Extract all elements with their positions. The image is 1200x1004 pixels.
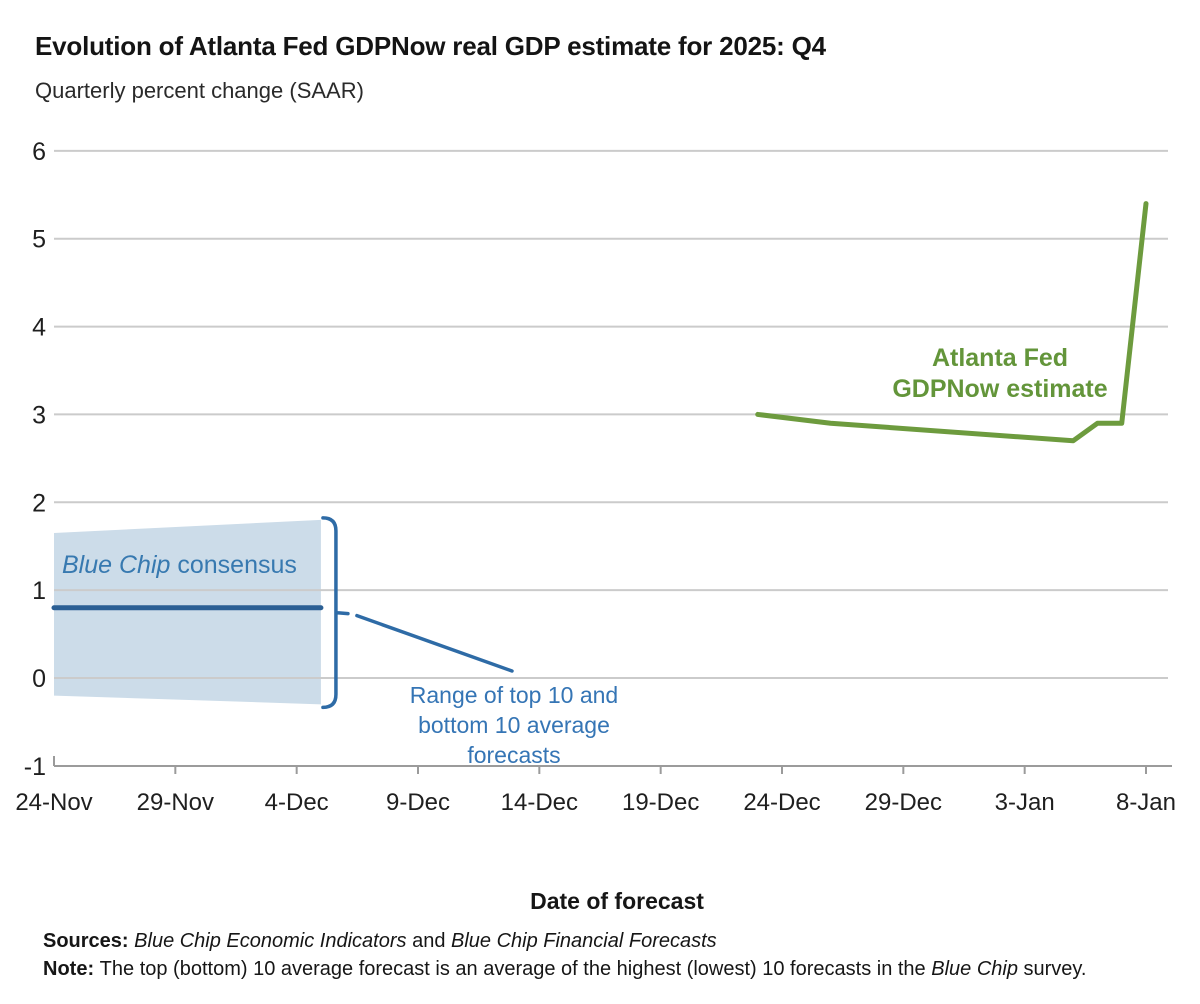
y-tick-label: 0 bbox=[32, 665, 46, 693]
note-line: Note: The top (bottom) 10 average foreca… bbox=[43, 958, 1087, 981]
x-tick-label: 24-Nov bbox=[15, 789, 92, 816]
range-leader-line bbox=[355, 613, 514, 673]
x-tick-label: 24-Dec bbox=[743, 789, 820, 816]
forecast-range-band bbox=[54, 519, 321, 705]
x-tick-label: 4-Dec bbox=[265, 789, 329, 816]
note-label: Note: bbox=[43, 958, 100, 980]
note-text-1: The top (bottom) 10 average forecast is … bbox=[99, 958, 932, 980]
blue-chip-consensus-label: Blue Chip consensus bbox=[62, 551, 297, 580]
y-tick-label: 4 bbox=[32, 314, 46, 342]
sources-line: Sources: Blue Chip Economic Indicators a… bbox=[43, 930, 717, 953]
x-tick-label: 8-Jan bbox=[1116, 789, 1176, 816]
x-tick-label: 29-Nov bbox=[137, 789, 214, 816]
x-axis-title: Date of forecast bbox=[530, 888, 704, 914]
sources-label: Sources: bbox=[43, 930, 135, 952]
gdpnow-estimate-label-line1: Atlanta Fed bbox=[931, 344, 1069, 372]
x-tick-label: 3-Jan bbox=[995, 789, 1055, 816]
sources-publication-1: Blue Chip Economic Indicators bbox=[134, 930, 407, 952]
gdpnow-estimate-line bbox=[755, 201, 1149, 444]
chart-subtitle: Quarterly percent change (SAAR) bbox=[35, 78, 364, 103]
blue-chip-consensus-label-regular: consensus bbox=[170, 551, 297, 579]
blue-chip-consensus-label-italic: Blue Chip bbox=[62, 551, 171, 579]
gdpnow-estimate-label-line2: GDPNow estimate bbox=[892, 375, 1108, 403]
y-tick-label: 6 bbox=[32, 138, 46, 166]
range-bracket bbox=[321, 516, 350, 710]
note-italic: Blue Chip bbox=[931, 958, 1018, 980]
x-tick-label: 9-Dec bbox=[386, 789, 450, 816]
gdpnow-estimate-label: Atlanta Fed GDPNow estimate bbox=[872, 343, 1128, 405]
sources-publication-2: Blue Chip Financial Forecasts bbox=[451, 930, 717, 952]
x-tick-label: 29-Dec bbox=[865, 789, 942, 816]
y-tick-label: 2 bbox=[32, 489, 46, 517]
x-tick-label: 14-Dec bbox=[501, 789, 578, 816]
x-tick-label: 19-Dec bbox=[622, 789, 699, 816]
sources-and: and bbox=[406, 930, 451, 952]
y-tick-label: -1 bbox=[24, 753, 46, 781]
y-tick-label: 1 bbox=[32, 577, 46, 605]
y-tick-label: 5 bbox=[32, 226, 46, 254]
range-annotation-label: Range of top 10 and bottom 10 average fo… bbox=[409, 682, 619, 768]
note-text-2: survey. bbox=[1017, 958, 1087, 980]
y-tick-label: 3 bbox=[32, 401, 46, 429]
chart-title: Evolution of Atlanta Fed GDPNow real GDP… bbox=[35, 31, 826, 61]
